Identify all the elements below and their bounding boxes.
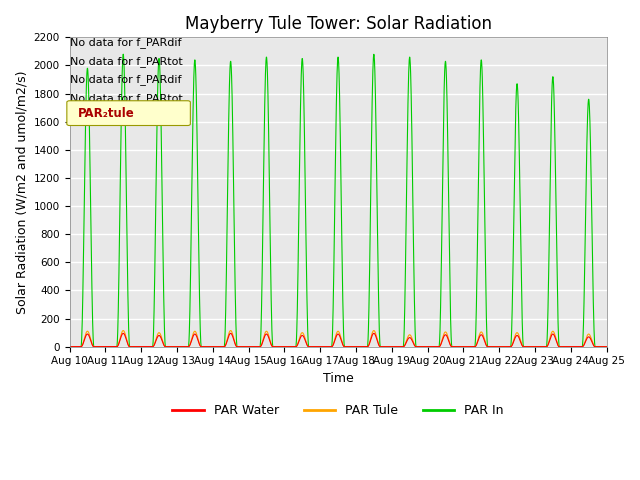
PAR Tule	[295, 337, 303, 343]
PAR In	[127, 344, 135, 349]
PAR Tule	[593, 344, 600, 349]
PAR Water	[66, 344, 74, 349]
Text: No data for f_PARdif: No data for f_PARdif	[70, 37, 181, 48]
PAR In	[295, 207, 303, 213]
PAR Tule	[534, 344, 542, 349]
PAR Tule	[127, 344, 135, 349]
X-axis label: Time: Time	[323, 372, 353, 385]
Line: PAR Tule: PAR Tule	[70, 331, 607, 347]
PAR Tule	[603, 344, 611, 349]
Legend: PAR Water, PAR Tule, PAR In: PAR Water, PAR Tule, PAR In	[167, 399, 509, 422]
FancyBboxPatch shape	[67, 101, 190, 125]
PAR In	[159, 239, 166, 245]
Text: No data for f_PARtot: No data for f_PARtot	[70, 56, 182, 67]
PAR Water	[272, 344, 280, 349]
PAR Tule	[159, 339, 166, 345]
PAR Water	[159, 340, 166, 346]
PAR Water	[127, 344, 135, 349]
PAR Tule	[66, 344, 74, 349]
PAR Tule	[272, 344, 280, 349]
PAR In	[120, 51, 127, 57]
Line: PAR Water: PAR Water	[70, 333, 607, 347]
PAR In	[603, 344, 611, 349]
PAR Water	[534, 344, 542, 349]
Y-axis label: Solar Radiation (W/m2 and umol/m2/s): Solar Radiation (W/m2 and umol/m2/s)	[15, 70, 28, 314]
PAR Tule	[120, 328, 127, 334]
PAR Water	[120, 330, 127, 336]
Title: Mayberry Tule Tower: Solar Radiation: Mayberry Tule Tower: Solar Radiation	[184, 15, 492, 33]
Text: No data for f_PARtot: No data for f_PARtot	[70, 93, 182, 104]
PAR In	[272, 344, 280, 349]
Text: PAR₂tule: PAR₂tule	[77, 107, 134, 120]
PAR In	[593, 344, 600, 349]
Line: PAR In: PAR In	[70, 54, 607, 347]
PAR Water	[593, 344, 600, 349]
PAR Water	[295, 338, 303, 344]
PAR In	[66, 344, 74, 349]
Text: No data for f_PARdif: No data for f_PARdif	[70, 74, 181, 85]
PAR Water	[603, 344, 611, 349]
PAR In	[534, 344, 542, 349]
